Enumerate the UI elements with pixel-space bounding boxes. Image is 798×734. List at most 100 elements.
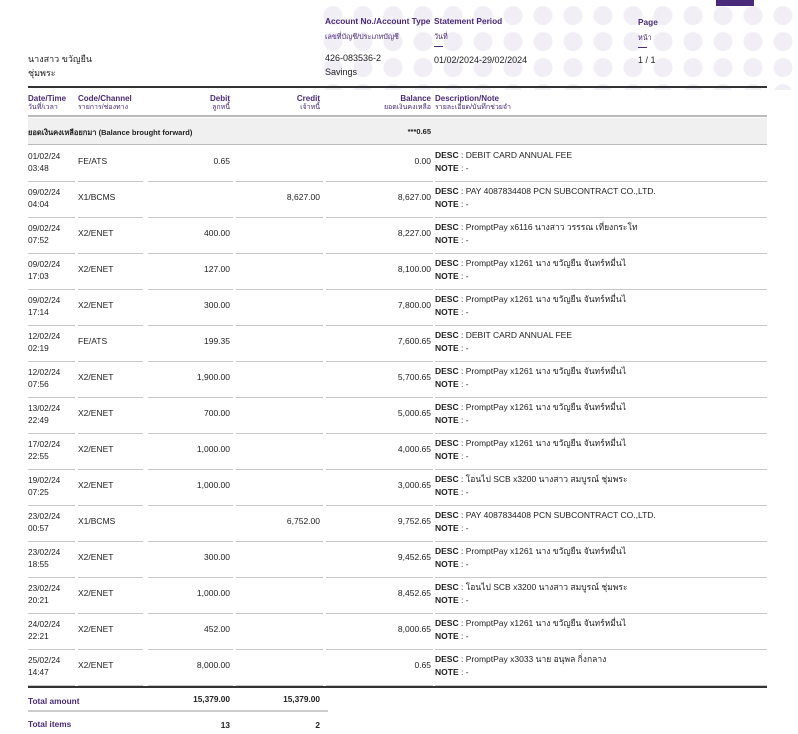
note-label: NOTE <box>435 163 459 173</box>
row-desc-text: : โอนไป SCB x3200 นางสาว สมบูรณ์ ชุ่มพระ <box>461 582 628 592</box>
row-code: X1/BCMS <box>78 192 116 202</box>
row-credit: 6,752.00 <box>286 516 320 526</box>
row-desc-text: : PromptPay x1261 นาง ขวัญยืน จันทร์หมื่… <box>461 294 626 304</box>
row-datetime: 13/02/24 22:49 <box>28 402 60 426</box>
row-divider <box>326 576 433 578</box>
table-row: 01/02/24 03:48 FE/ATS 0.65 0.00 DESC : DEBIT … <box>28 146 767 182</box>
row-balance: 9,452.65 <box>397 552 431 562</box>
account-number: 426-083536-2 <box>325 53 382 63</box>
row-divider <box>78 252 143 254</box>
total-items-credit: 2 <box>315 720 320 730</box>
account-label-th: เลขที่บัญชี/ประเภทบัญชี <box>325 32 399 41</box>
row-code: FE/ATS <box>78 156 108 166</box>
row-divider <box>236 324 323 326</box>
row-divider <box>148 396 233 398</box>
row-code: X2/ENET <box>78 660 114 670</box>
divider <box>434 46 443 48</box>
row-debit: 1,000.00 <box>196 480 230 490</box>
row-divider <box>326 468 433 470</box>
row-date: 09/02/24 <box>28 295 61 305</box>
row-time: 07:25 <box>28 487 49 497</box>
row-time: 00:57 <box>28 523 49 533</box>
row-divider <box>435 216 767 218</box>
row-code: X2/ENET <box>78 552 114 562</box>
row-balance: 8,227.00 <box>397 228 431 238</box>
row-time: 22:21 <box>28 631 49 641</box>
row-divider <box>28 288 75 290</box>
row-code: X2/ENET <box>78 624 114 634</box>
table-row: 09/02/24 17:14 X2/ENET 300.00 7,800.00 DESC :… <box>28 290 767 326</box>
row-divider <box>435 180 767 182</box>
row-divider <box>148 180 233 182</box>
row-divider <box>326 648 433 650</box>
row-divider <box>78 216 143 218</box>
row-balance: 8,627.00 <box>397 192 431 202</box>
row-desc-text: : DEBIT CARD ANNUAL FEE <box>461 150 572 160</box>
row-code: X2/ENET <box>78 300 114 310</box>
note-label: NOTE <box>435 343 459 353</box>
row-note-text: : - <box>461 667 469 677</box>
row-debit: 0.65 <box>213 156 230 166</box>
row-note-text: : - <box>461 271 469 281</box>
note-label: NOTE <box>435 415 459 425</box>
row-divider <box>148 360 233 362</box>
desc-label: DESC <box>435 186 459 196</box>
row-divider <box>326 432 433 434</box>
note-label: NOTE <box>435 595 459 605</box>
row-balance: 4,000.65 <box>397 444 431 454</box>
row-divider <box>435 504 767 506</box>
col-balance-en: Balance <box>400 94 431 103</box>
row-datetime: 25/02/24 14:47 <box>28 654 60 678</box>
row-balance: 8,000.65 <box>397 624 431 634</box>
col-balance: Balance ยอดเงินคงเหลือ <box>384 94 431 112</box>
row-debit: 400.00 <box>204 228 230 238</box>
row-divider <box>78 648 143 650</box>
row-divider <box>78 180 143 182</box>
row-note-text: : - <box>461 343 469 353</box>
row-divider <box>28 432 75 434</box>
desc-label: DESC <box>435 330 459 340</box>
col-debit-en: Debit <box>210 94 230 103</box>
totals-divider <box>28 686 767 688</box>
row-divider <box>236 288 323 290</box>
row-date: 09/02/24 <box>28 259 61 269</box>
col-balance-th: ยอดเงินคงเหลือ <box>383 104 431 111</box>
row-date: 12/02/24 <box>28 367 61 377</box>
row-time: 17:03 <box>28 271 49 281</box>
row-balance: 0.00 <box>414 156 431 166</box>
row-desc-text: : PAY 4087834408 PCN SUBCONTRACT CO.,LTD… <box>461 510 656 520</box>
table-row: 09/02/24 04:04 X1/BCMS 8,627.00 8,627.00 DESC… <box>28 182 767 218</box>
row-debit: 127.00 <box>204 264 230 274</box>
row-divider <box>78 504 143 506</box>
row-description: DESC : PromptPay x1261 นาง ขวัญยืน จันทร… <box>435 401 626 427</box>
page-label: Page <box>638 17 658 27</box>
row-divider <box>28 576 75 578</box>
row-time: 20:21 <box>28 595 49 605</box>
total-amount-debit: 15,379.00 <box>193 694 230 704</box>
total-amount-credit: 15,379.00 <box>283 694 320 704</box>
row-debit: 300.00 <box>204 300 230 310</box>
row-code: X2/ENET <box>78 372 114 382</box>
row-divider <box>28 180 75 182</box>
account-label: Account No./Account Type <box>325 16 431 26</box>
row-divider <box>28 360 75 362</box>
totals-row-divider <box>28 710 328 712</box>
row-description: DESC : PromptPay x1261 นาง ขวัญยืน จันทร… <box>435 545 626 571</box>
table-row: 12/02/24 07:56 X2/ENET 1,900.00 5,700.65 DESC… <box>28 362 767 398</box>
row-divider <box>326 288 433 290</box>
row-balance: 5,700.65 <box>397 372 431 382</box>
row-debit: 8,000.00 <box>196 660 230 670</box>
row-description: DESC : โอนไป SCB x3200 นางสาว สมบูรณ์ ชุ… <box>435 473 628 499</box>
row-time: 02:19 <box>28 343 49 353</box>
row-debit: 300.00 <box>204 552 230 562</box>
row-divider <box>236 396 323 398</box>
col-code-en: Code/Channel <box>78 94 132 103</box>
row-divider <box>28 216 75 218</box>
row-balance: 3,000.65 <box>397 480 431 490</box>
col-description: Description/Note รายละเอียด/บันทึกช่วยจำ <box>435 94 511 112</box>
table-row: 23/02/24 18:55 X2/ENET 300.00 9,452.65 DESC :… <box>28 542 767 578</box>
page-header: Page หน้า <box>638 17 658 49</box>
row-divider <box>326 684 433 686</box>
row-desc-text: : PromptPay x1261 นาง ขวัญยืน จันทร์หมื่… <box>461 546 626 556</box>
row-note-text: : - <box>461 307 469 317</box>
